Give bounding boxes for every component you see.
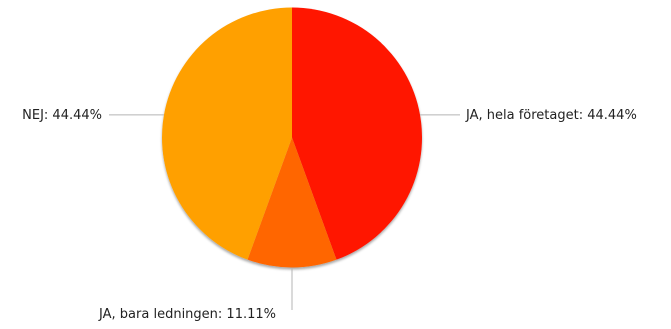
pie-slice-3 [162,7,292,260]
slice-label-3: NEJ: 44.44% [22,108,102,123]
leader-lines [109,114,460,310]
pie-slice-2 [247,137,337,268]
slice-label-2: JA, bara ledningen: 11.11% [98,307,276,322]
pie-slices [162,7,422,268]
slice-labels: JA, hela företaget: 44.44% JA, bara ledni… [22,108,637,322]
pie-slice-1 [292,7,422,260]
slice-label-1: JA, hela företaget: 44.44% [465,108,637,123]
